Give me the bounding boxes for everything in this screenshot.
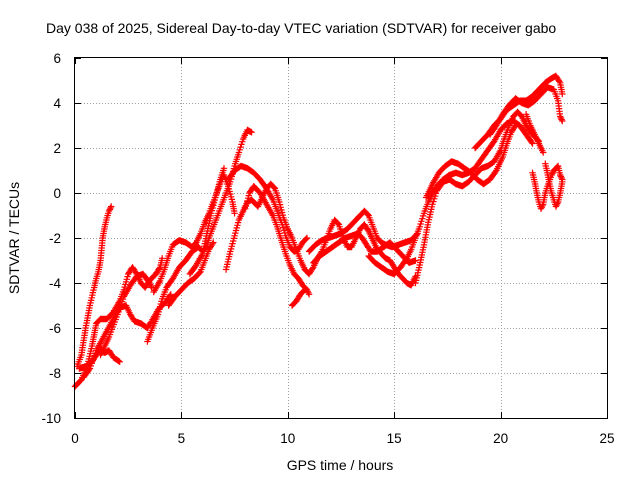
y-axis-label: SDTVAR / TECUs xyxy=(6,182,22,294)
plot-frame xyxy=(74,57,608,419)
series-track-u xyxy=(529,162,566,212)
y-tick-label-1: -8 xyxy=(49,366,61,381)
y-tick-label-5: 0 xyxy=(53,186,61,201)
series-markers-track-l xyxy=(242,183,313,298)
y-tick-label-7: 4 xyxy=(53,96,61,111)
chart-title: Day 038 of 2025, Sidereal Day-to-day VTE… xyxy=(46,20,556,36)
x-axis-ticks: 0 5 10 15 20 25 xyxy=(71,58,615,446)
series-track-w xyxy=(522,111,547,156)
series-track-i xyxy=(186,165,228,278)
y-axis-ticks: -10 -8 -6 -4 -2 0 2 4 6 xyxy=(41,51,607,426)
series-track-t xyxy=(486,84,566,138)
series-track-r xyxy=(422,122,519,201)
series-track-l xyxy=(242,183,313,298)
series-markers-track-h xyxy=(165,239,217,309)
y-tick-label-0: -10 xyxy=(41,411,61,426)
series-markers-track-b xyxy=(73,203,115,370)
x-tick-label-1: 5 xyxy=(178,431,186,446)
series-markers-track-m xyxy=(288,286,308,309)
series-track-q xyxy=(412,108,543,287)
series-markers-track-k xyxy=(225,162,311,255)
x-tick-label-3: 15 xyxy=(387,431,402,446)
series-track-k xyxy=(225,162,311,255)
x-axis-label: GPS time / hours xyxy=(287,457,394,473)
y-tick-label-8: 6 xyxy=(53,51,61,66)
series-track-m xyxy=(288,286,308,309)
series-track-v xyxy=(542,160,566,210)
series-markers-track-w xyxy=(522,111,547,156)
y-tick-label-2: -6 xyxy=(49,321,61,336)
series-markers-track-v xyxy=(542,160,566,210)
series-markers-track-u xyxy=(529,162,566,212)
series-markers-track-f xyxy=(144,126,255,345)
y-tick-label-4: -2 xyxy=(49,231,61,246)
series-track-f xyxy=(144,126,255,345)
x-tick-label-5: 25 xyxy=(599,431,614,446)
data-points xyxy=(71,72,566,390)
series-markers-track-e xyxy=(97,270,155,359)
series-markers-track-q xyxy=(412,108,543,287)
y-tick-label-3: -4 xyxy=(49,276,61,291)
series-markers-track-i xyxy=(186,165,228,278)
series-track-h xyxy=(165,239,217,309)
x-tick-label-2: 10 xyxy=(280,431,295,446)
x-tick-label-4: 20 xyxy=(493,431,508,446)
series-track-b xyxy=(73,203,115,370)
y-tick-label-6: 2 xyxy=(53,141,61,156)
series-track-e xyxy=(97,270,155,359)
series-markers-track-t xyxy=(486,84,566,138)
series-markers-track-r xyxy=(422,122,519,201)
x-tick-label-0: 0 xyxy=(71,431,79,446)
